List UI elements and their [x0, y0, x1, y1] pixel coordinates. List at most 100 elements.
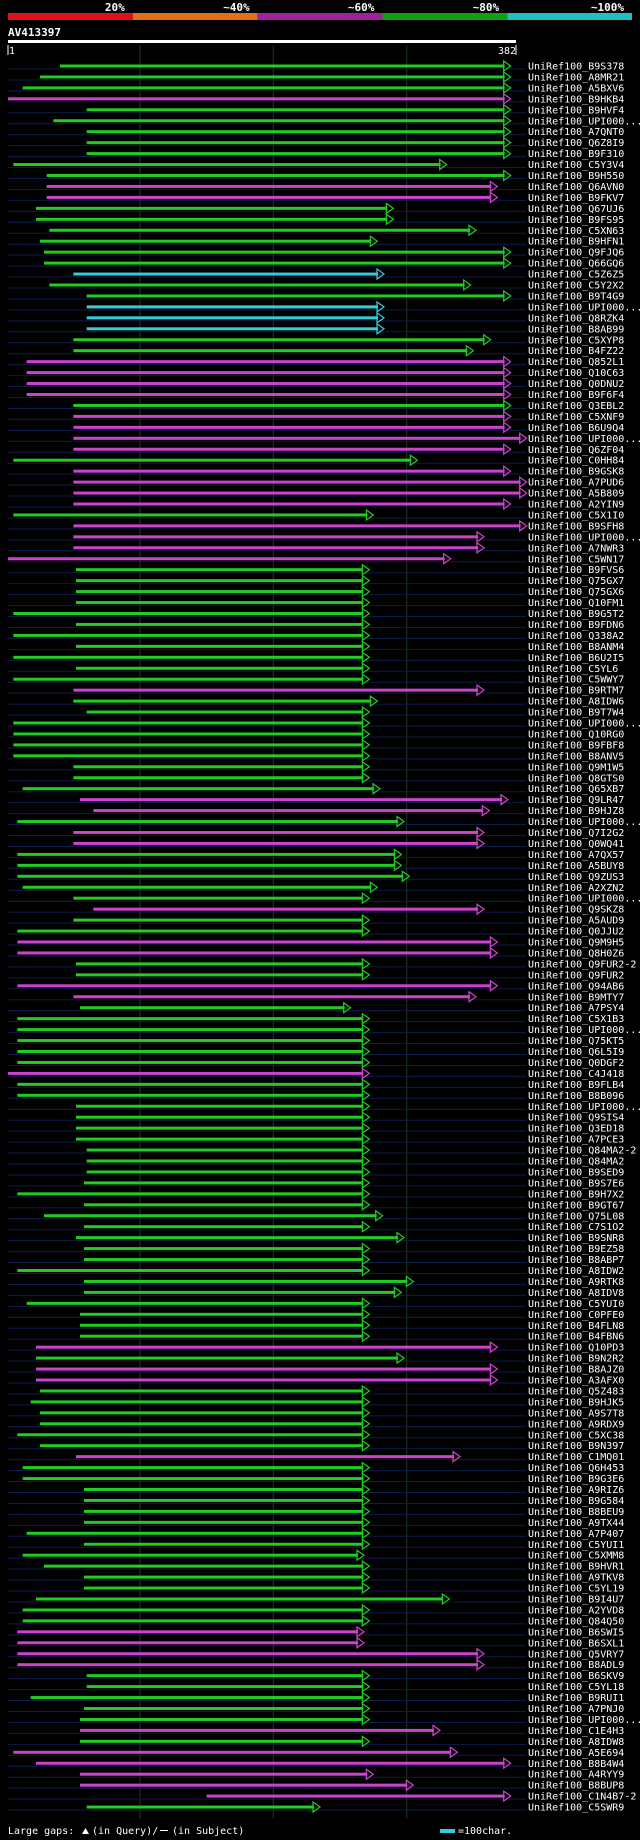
hit-row[interactable]: UniRef100_B8B096: [8, 1089, 624, 1102]
hit-label[interactable]: UniRef100_B9RUI1: [528, 1693, 624, 1704]
hit-bar[interactable]: [73, 349, 468, 353]
hit-label[interactable]: UniRef100_UPI000...: [528, 532, 640, 543]
hit-bar[interactable]: [17, 874, 404, 878]
hit-label[interactable]: UniRef100_B9HKB4: [528, 94, 624, 105]
hit-bar[interactable]: [86, 130, 505, 134]
hit-bar[interactable]: [73, 831, 478, 834]
hit-row[interactable]: UniRef100_Q852L1: [8, 355, 624, 369]
hit-bar[interactable]: [86, 316, 379, 320]
hit-row[interactable]: UniRef100_B9SED9: [8, 1165, 624, 1179]
hit-row[interactable]: UniRef100_B8AJZ0: [8, 1362, 624, 1376]
hit-label[interactable]: UniRef100_B9SFH8: [528, 521, 624, 532]
hit-row[interactable]: UniRef100_Q66GQ6: [8, 256, 624, 270]
hit-label[interactable]: UniRef100_UPI000...: [528, 302, 640, 313]
hit-row[interactable]: UniRef100_UPI000...: [8, 1713, 640, 1726]
hit-bar[interactable]: [80, 1006, 345, 1010]
hit-row[interactable]: UniRef100_B8BEU9: [8, 1505, 624, 1518]
hit-bar[interactable]: [206, 1794, 505, 1798]
hit-label[interactable]: UniRef100_B9HVF4: [528, 105, 624, 116]
hit-row[interactable]: UniRef100_B8B4W4: [8, 1757, 624, 1770]
hit-label[interactable]: UniRef100_Q9M1W5: [528, 762, 624, 773]
hit-label[interactable]: UniRef100_Q9FUR2: [528, 970, 624, 981]
hit-label[interactable]: UniRef100_C5Y2X2: [528, 281, 624, 292]
hit-bar[interactable]: [84, 1498, 364, 1502]
hit-row[interactable]: UniRef100_Q0DGF2: [8, 1056, 624, 1069]
hit-label[interactable]: UniRef100_Q8RZK4: [528, 313, 624, 324]
hit-label[interactable]: UniRef100_Q9FJQ6: [528, 248, 624, 259]
hit-row[interactable]: UniRef100_Q9FUR2-2: [8, 957, 636, 971]
hit-bar[interactable]: [17, 984, 492, 988]
hit-label[interactable]: UniRef100_B6SXL1: [528, 1638, 624, 1649]
hit-row[interactable]: UniRef100_C4J418: [8, 1067, 624, 1080]
hit-bar[interactable]: [73, 469, 505, 473]
hit-row[interactable]: UniRef100_C5WN17: [8, 552, 624, 566]
hit-row[interactable]: UniRef100_B9G3E6: [8, 1472, 624, 1486]
hit-row[interactable]: UniRef100_B9F310: [8, 147, 624, 161]
hit-label[interactable]: UniRef100_C5XMM8: [528, 1551, 624, 1562]
hit-row[interactable]: UniRef100_C5YL19: [8, 1581, 624, 1595]
hit-bar[interactable]: [13, 732, 364, 736]
hit-bar[interactable]: [13, 163, 441, 167]
hit-bar[interactable]: [26, 360, 505, 364]
hit-label[interactable]: UniRef100_UPI000...: [528, 434, 640, 445]
hit-row[interactable]: UniRef100_B9EZ58: [8, 1242, 624, 1256]
hit-bar[interactable]: [60, 64, 505, 68]
hit-bar[interactable]: [40, 1422, 364, 1426]
hit-label[interactable]: UniRef100_Q75L08: [528, 1211, 624, 1222]
hit-label[interactable]: UniRef100_Q66GQ6: [528, 259, 624, 270]
hit-label[interactable]: UniRef100_Q6L5I9: [528, 1047, 624, 1058]
hit-label[interactable]: UniRef100_A2XZN2: [528, 883, 624, 894]
hit-bar[interactable]: [22, 1608, 364, 1612]
hit-row[interactable]: UniRef100_A7NWR3: [8, 541, 624, 555]
hit-row[interactable]: UniRef100_B9FVS6: [8, 563, 624, 577]
hit-label[interactable]: UniRef100_C5Z6Z5: [528, 270, 624, 281]
hit-label[interactable]: UniRef100_A2YIN9: [528, 500, 624, 511]
hit-label[interactable]: UniRef100_B4FZ22: [528, 346, 624, 357]
hit-row[interactable]: UniRef100_Q338A2: [8, 629, 624, 642]
hit-label[interactable]: UniRef100_Q6ZF04: [528, 445, 624, 456]
hit-row[interactable]: UniRef100_A5E694: [8, 1746, 624, 1759]
hit-bar[interactable]: [17, 820, 398, 824]
hit-row[interactable]: UniRef100_Q84MA2: [8, 1154, 624, 1168]
hit-row[interactable]: UniRef100_B9FLB4: [8, 1078, 624, 1091]
hit-bar[interactable]: [13, 721, 364, 725]
hit-label[interactable]: UniRef100_Q67UJ6: [528, 204, 624, 215]
hit-row[interactable]: UniRef100_Q10FM1: [8, 596, 624, 610]
hit-bar[interactable]: [40, 1389, 364, 1393]
hit-label[interactable]: UniRef100_UPI000...: [528, 1715, 640, 1726]
hit-label[interactable]: UniRef100_Q84Q50: [528, 1616, 624, 1627]
hit-row[interactable]: UniRef100_B9SFH8: [8, 519, 624, 533]
hit-row[interactable]: UniRef100_C1N4B7-2: [8, 1789, 636, 1803]
hit-label[interactable]: UniRef100_Q84MA2: [528, 1157, 624, 1168]
hit-label[interactable]: UniRef100_A8IDW8: [528, 1737, 624, 1748]
hit-bar[interactable]: [13, 677, 364, 681]
hit-row[interactable]: UniRef100_A7PCE3: [8, 1132, 624, 1146]
hit-bar[interactable]: [17, 1082, 364, 1086]
hit-label[interactable]: UniRef100_B9FKV7: [528, 193, 624, 204]
hit-bar[interactable]: [80, 1717, 364, 1721]
hit-row[interactable]: UniRef100_UPI000...: [8, 530, 640, 544]
hit-row[interactable]: UniRef100_B8ADL9: [8, 1658, 624, 1672]
hit-bar[interactable]: [93, 809, 484, 813]
hit-bar[interactable]: [17, 1652, 478, 1656]
hit-row[interactable]: UniRef100_C5Y3V4: [8, 158, 624, 172]
hit-bar[interactable]: [73, 403, 505, 407]
hit-bar[interactable]: [17, 1641, 358, 1645]
hit-label[interactable]: UniRef100_B4FBN6: [528, 1332, 624, 1343]
hit-bar[interactable]: [13, 513, 368, 517]
hit-label[interactable]: UniRef100_UPI000...: [528, 719, 640, 730]
hit-label[interactable]: UniRef100_C5XC38: [528, 1430, 624, 1441]
hit-row[interactable]: UniRef100_B8AB99: [8, 322, 624, 336]
hit-bar[interactable]: [76, 962, 364, 966]
hit-row[interactable]: UniRef100_B8ANV5: [8, 749, 624, 763]
hit-row[interactable]: UniRef100_Q0DNU2: [8, 377, 624, 391]
hit-bar[interactable]: [76, 1104, 364, 1108]
hit-bar[interactable]: [86, 294, 505, 298]
hit-label[interactable]: UniRef100_A9TKV8: [528, 1573, 624, 1584]
hit-label[interactable]: UniRef100_B9SNR8: [528, 1233, 624, 1244]
hit-row[interactable]: UniRef100_C5WWY7: [8, 673, 624, 686]
hit-label[interactable]: UniRef100_B9N2R2: [528, 1354, 624, 1365]
hit-bar[interactable]: [17, 1050, 364, 1053]
hit-label[interactable]: UniRef100_B4FLN8: [528, 1321, 624, 1332]
hit-label[interactable]: UniRef100_C5YUI0: [528, 1299, 624, 1310]
